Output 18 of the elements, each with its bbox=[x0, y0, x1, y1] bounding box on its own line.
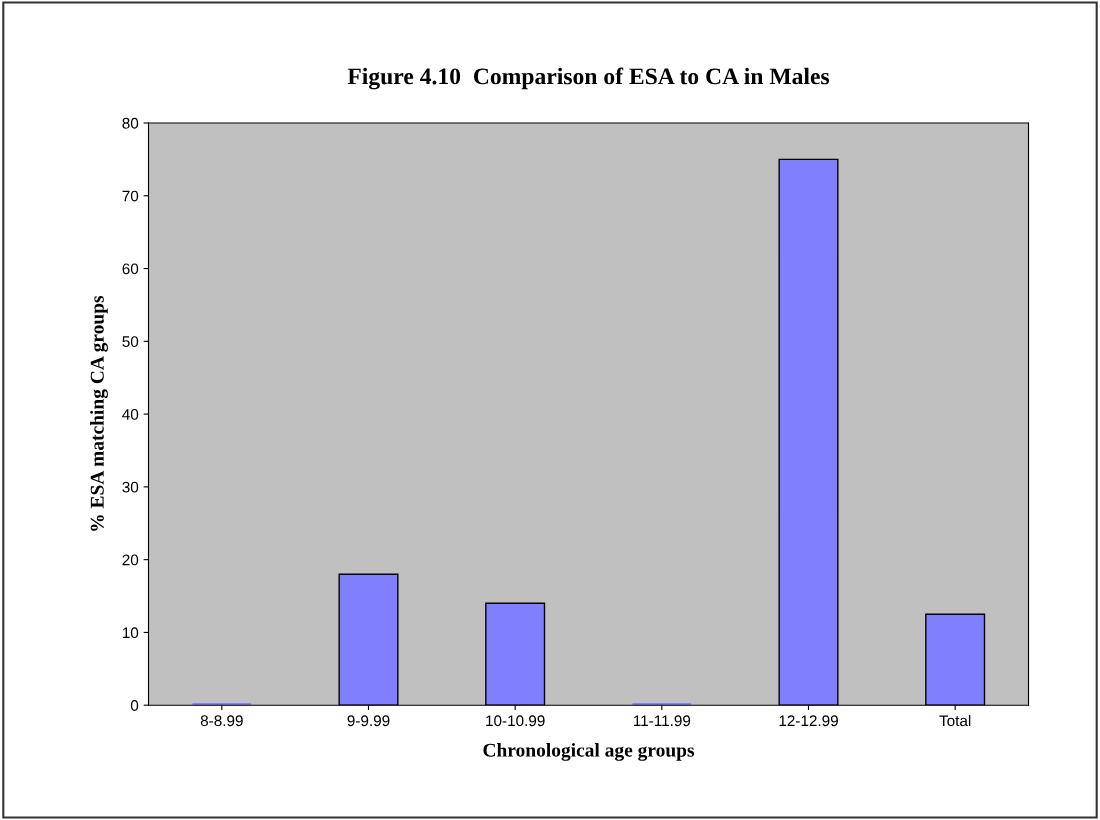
y-tick-label: 30 bbox=[122, 481, 139, 493]
x-tick-label: 10-10.99 bbox=[486, 715, 545, 727]
x-tick-label: 9-9.99 bbox=[347, 715, 390, 727]
x-tick-label: 8-8.99 bbox=[200, 715, 243, 727]
y-tick-label: 20 bbox=[122, 554, 139, 566]
chart-title: Figure 4.10 Comparison of ESA to CA in Males bbox=[347, 67, 830, 90]
y-tick-label: 50 bbox=[122, 336, 139, 348]
y-tick-label: 60 bbox=[122, 263, 139, 275]
x-tick-label: 11-11.99 bbox=[633, 715, 691, 727]
y-axis-title: % ESA matching CA groups bbox=[90, 295, 108, 531]
y-tick-label: 40 bbox=[122, 408, 139, 420]
y-tick-label: 0 bbox=[130, 700, 139, 711]
y-tick-label: 80 bbox=[122, 117, 139, 129]
y-tick-label: 10 bbox=[122, 627, 139, 639]
x-tick-label: Total bbox=[939, 714, 971, 727]
y-tick-label: 70 bbox=[122, 190, 139, 202]
x-axis-title: Chronological age groups bbox=[483, 743, 695, 761]
x-tick-label: 12-12.99 bbox=[779, 715, 838, 727]
